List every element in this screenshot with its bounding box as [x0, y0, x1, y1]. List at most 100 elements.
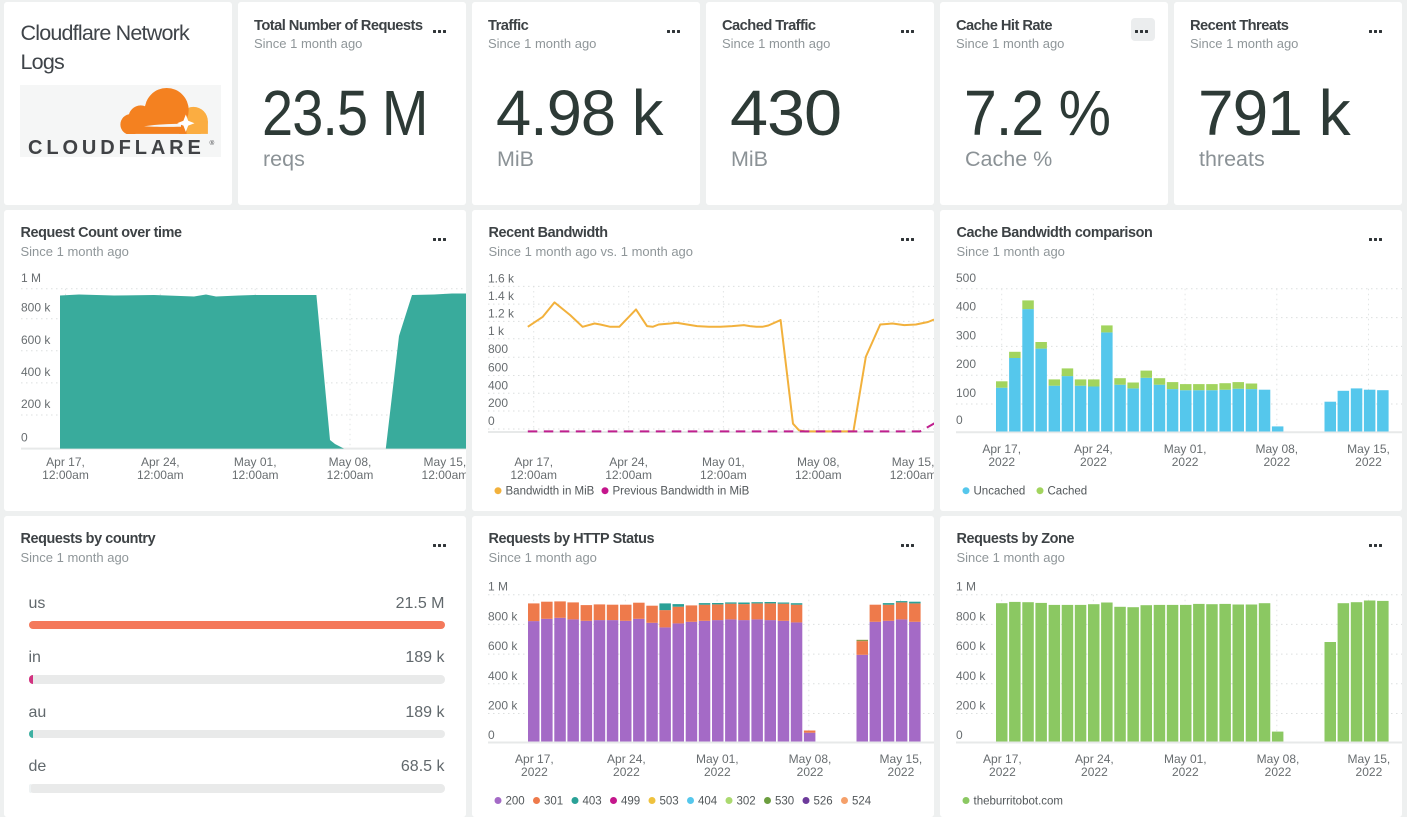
svg-text:Uncached: Uncached: [974, 486, 1026, 498]
svg-text:530: 530: [775, 796, 794, 808]
svg-text:2022: 2022: [1081, 765, 1108, 779]
svg-text:May 01,: May 01,: [1164, 442, 1207, 456]
svg-text:2022: 2022: [1265, 765, 1292, 779]
svg-text:Apr 24,: Apr 24,: [141, 455, 180, 469]
svg-text:0: 0: [956, 413, 963, 427]
svg-text:526: 526: [814, 796, 833, 808]
svg-text:12:00am: 12:00am: [327, 468, 374, 482]
svg-text:1 M: 1 M: [956, 580, 976, 594]
svg-text:0: 0: [488, 728, 495, 742]
svg-text:800 k: 800 k: [488, 609, 518, 623]
svg-text:Previous Bandwidth in MiB: Previous Bandwidth in MiB: [613, 486, 750, 498]
svg-text:Cached: Cached: [1048, 486, 1088, 498]
svg-text:1 M: 1 M: [488, 580, 508, 594]
svg-text:1.2 k: 1.2 k: [488, 306, 515, 320]
svg-text:May 15,: May 15,: [1348, 752, 1391, 766]
svg-text:2022: 2022: [1080, 455, 1107, 469]
svg-text:Bandwidth in MiB: Bandwidth in MiB: [506, 486, 595, 498]
svg-text:12:00am: 12:00am: [605, 468, 652, 482]
svg-text:600 k: 600 k: [21, 333, 51, 347]
svg-text:12:00am: 12:00am: [232, 468, 279, 482]
svg-text:1 M: 1 M: [21, 271, 41, 285]
svg-text:Apr 17,: Apr 17,: [46, 455, 85, 469]
svg-text:2022: 2022: [797, 765, 824, 779]
svg-text:300: 300: [956, 328, 976, 342]
svg-text:May 01,: May 01,: [234, 455, 277, 469]
svg-text:2022: 2022: [1172, 455, 1199, 469]
svg-text:2022: 2022: [989, 765, 1016, 779]
svg-text:May 08,: May 08,: [329, 455, 372, 469]
svg-text:Apr 17,: Apr 17,: [982, 442, 1021, 456]
svg-text:Apr 17,: Apr 17,: [514, 455, 553, 469]
svg-text:12:00am: 12:00am: [890, 468, 934, 482]
svg-text:404: 404: [698, 796, 718, 808]
svg-text:200: 200: [506, 796, 525, 808]
svg-text:524: 524: [852, 796, 872, 808]
svg-text:2022: 2022: [988, 455, 1015, 469]
svg-text:0: 0: [956, 728, 963, 742]
svg-text:2022: 2022: [888, 765, 915, 779]
svg-text:May 15,: May 15,: [424, 455, 466, 469]
svg-text:2022: 2022: [521, 765, 548, 779]
svg-text:200: 200: [488, 396, 508, 410]
svg-text:®: ®: [210, 139, 215, 147]
svg-text:600: 600: [488, 361, 508, 375]
svg-text:600 k: 600 k: [956, 639, 986, 653]
svg-text:Apr 24,: Apr 24,: [609, 455, 648, 469]
svg-text:200: 200: [956, 357, 976, 371]
svg-text:CLOUDFLARE: CLOUDFLARE: [28, 137, 205, 157]
svg-text:2022: 2022: [1355, 455, 1382, 469]
svg-text:Apr 24,: Apr 24,: [607, 752, 646, 766]
svg-text:Apr 24,: Apr 24,: [1075, 752, 1114, 766]
svg-text:400 k: 400 k: [488, 669, 518, 683]
svg-text:1.4 k: 1.4 k: [488, 289, 515, 303]
svg-text:200 k: 200 k: [956, 699, 986, 713]
svg-text:12:00am: 12:00am: [795, 468, 842, 482]
svg-text:12:00am: 12:00am: [42, 468, 89, 482]
svg-text:800 k: 800 k: [21, 301, 51, 315]
svg-text:400 k: 400 k: [956, 669, 986, 683]
svg-text:Apr 17,: Apr 17,: [515, 752, 554, 766]
svg-text:12:00am: 12:00am: [422, 468, 466, 482]
svg-text:200 k: 200 k: [488, 699, 518, 713]
svg-text:1.6 k: 1.6 k: [488, 271, 515, 285]
svg-text:100: 100: [956, 386, 976, 400]
svg-text:May 15,: May 15,: [880, 752, 923, 766]
svg-text:302: 302: [737, 796, 756, 808]
svg-text:800 k: 800 k: [956, 609, 986, 623]
svg-text:May 01,: May 01,: [696, 752, 739, 766]
svg-text:12:00am: 12:00am: [137, 468, 184, 482]
svg-text:403: 403: [583, 796, 602, 808]
svg-text:Apr 24,: Apr 24,: [1074, 442, 1113, 456]
svg-text:400 k: 400 k: [21, 365, 51, 379]
svg-text:May 08,: May 08,: [797, 455, 840, 469]
svg-text:May 08,: May 08,: [1255, 442, 1298, 456]
svg-text:2022: 2022: [1172, 765, 1199, 779]
svg-text:400: 400: [488, 378, 508, 392]
svg-text:May 01,: May 01,: [1164, 752, 1207, 766]
svg-text:800: 800: [488, 342, 508, 356]
svg-text:2022: 2022: [704, 765, 731, 779]
svg-text:Apr 17,: Apr 17,: [983, 752, 1022, 766]
svg-text:May 08,: May 08,: [1257, 752, 1300, 766]
svg-text:0: 0: [488, 414, 495, 428]
svg-text:May 01,: May 01,: [702, 455, 745, 469]
svg-text:499: 499: [621, 796, 640, 808]
svg-text:600 k: 600 k: [488, 639, 518, 653]
svg-text:400: 400: [956, 300, 976, 314]
svg-text:theburritobot.com: theburritobot.com: [974, 796, 1064, 808]
svg-text:301: 301: [544, 796, 563, 808]
svg-text:May 15,: May 15,: [1347, 442, 1390, 456]
svg-text:2022: 2022: [1263, 455, 1290, 469]
svg-text:May 08,: May 08,: [789, 752, 832, 766]
svg-text:503: 503: [660, 796, 679, 808]
svg-text:500: 500: [956, 271, 976, 285]
svg-text:12:00am: 12:00am: [700, 468, 747, 482]
svg-text:200 k: 200 k: [21, 397, 51, 411]
svg-text:May 15,: May 15,: [892, 455, 934, 469]
svg-text:2022: 2022: [1356, 765, 1383, 779]
svg-text:2022: 2022: [613, 765, 640, 779]
svg-text:1 k: 1 k: [488, 324, 505, 338]
svg-text:12:00am: 12:00am: [510, 468, 557, 482]
svg-text:0: 0: [21, 431, 28, 445]
